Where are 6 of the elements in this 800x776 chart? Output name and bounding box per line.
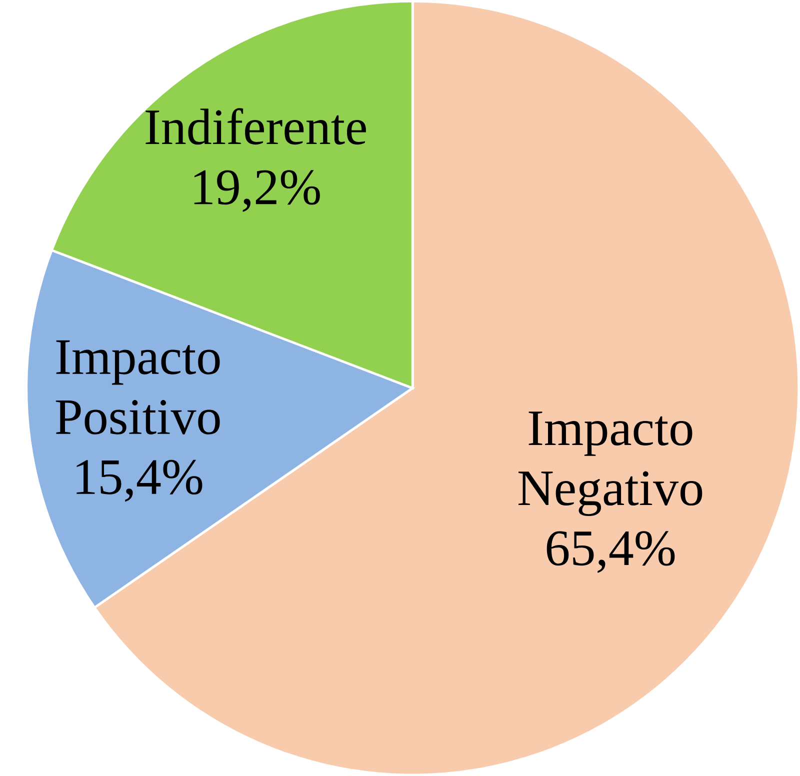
slice-label: Impacto Positivo	[56, 340, 220, 434]
data-label: 19,2%	[194, 170, 320, 212]
data-label: 15,4%	[76, 460, 202, 502]
data-label: 65,4%	[546, 531, 675, 573]
slice-label: Impacto Negativo	[518, 412, 702, 516]
slice-label: Indiferente	[146, 108, 366, 145]
